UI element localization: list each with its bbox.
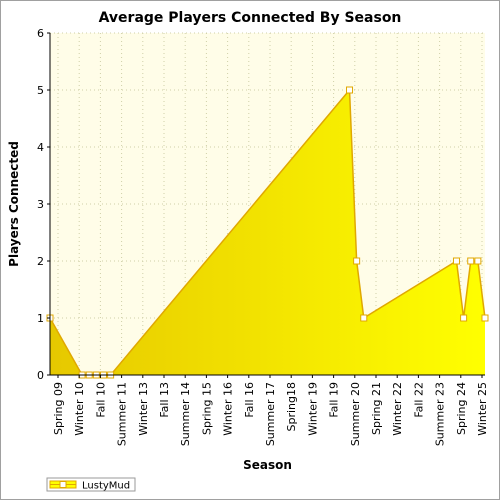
y-tick-label: 6 bbox=[37, 27, 44, 40]
data-point bbox=[360, 314, 368, 322]
y-tick-label: 1 bbox=[37, 312, 44, 325]
x-tick-label: Summer 17 bbox=[264, 382, 277, 446]
y-tick-label: 3 bbox=[37, 198, 44, 211]
x-tick-label: Summer 11 bbox=[116, 382, 129, 446]
y-tick-label: 5 bbox=[37, 84, 44, 97]
legend-marker bbox=[59, 481, 67, 488]
y-tick-label: 2 bbox=[37, 255, 44, 268]
x-tick-label: Winter 19 bbox=[306, 382, 319, 436]
y-tick-label: 0 bbox=[37, 369, 44, 382]
chart-title: Average Players Connected By Season bbox=[99, 10, 402, 26]
data-point bbox=[474, 257, 482, 265]
x-tick-label: Summer 20 bbox=[349, 382, 362, 446]
legend: LustyMud bbox=[46, 477, 136, 492]
y-axis-label: Players Connected bbox=[7, 141, 21, 267]
data-point bbox=[353, 257, 361, 265]
data-point bbox=[452, 257, 460, 265]
x-axis-ticks: Spring 09 Winter 10 Fall 10 Summer 11 Winter… bbox=[52, 375, 489, 446]
x-tick-label: Spring 21 bbox=[370, 382, 383, 435]
data-point bbox=[481, 314, 489, 322]
x-tick-label: Summer 23 bbox=[434, 382, 447, 446]
data-point bbox=[467, 257, 475, 265]
data-point bbox=[460, 314, 468, 322]
x-tick-label: Fall 22 bbox=[412, 382, 425, 418]
x-axis-label: Season bbox=[243, 458, 292, 472]
x-tick-label: Winter 13 bbox=[137, 382, 150, 436]
x-tick-label: Spring 09 bbox=[52, 382, 65, 435]
y-tick-label: 4 bbox=[37, 141, 44, 154]
x-tick-label: Winter 10 bbox=[73, 382, 86, 436]
data-point bbox=[346, 86, 354, 94]
x-tick-label: Fall 19 bbox=[328, 382, 341, 418]
x-tick-label: Spring18 bbox=[285, 382, 298, 432]
x-tick-label: Summer 14 bbox=[179, 382, 192, 446]
legend-label: LustyMud bbox=[82, 481, 130, 492]
x-tick-label: Winter 25 bbox=[476, 382, 489, 436]
x-tick-label: Spring 15 bbox=[200, 382, 213, 435]
x-tick-label: Spring 24 bbox=[455, 382, 468, 435]
x-tick-label: Fall 13 bbox=[158, 382, 171, 418]
x-tick-label: Winter 16 bbox=[222, 382, 235, 436]
x-tick-label: Fall 10 bbox=[94, 382, 107, 418]
y-axis-ticks: 0 1 2 3 4 5 6 bbox=[37, 27, 50, 382]
x-tick-label: Fall 16 bbox=[243, 382, 256, 418]
x-tick-label: Winter 22 bbox=[391, 382, 404, 436]
series-fill bbox=[50, 90, 485, 375]
